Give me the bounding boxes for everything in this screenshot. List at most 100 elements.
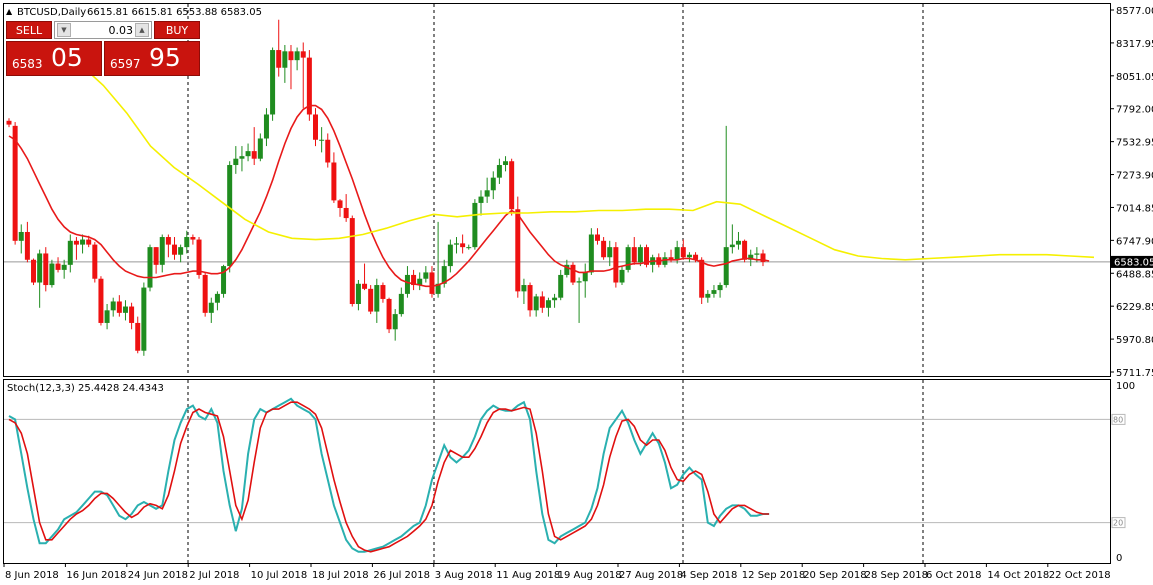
lot-size-input[interactable] xyxy=(73,23,133,37)
candle-body xyxy=(754,253,760,255)
candle-body xyxy=(208,302,214,313)
price-tick-label: 8317.95 xyxy=(1116,39,1153,50)
candle-body xyxy=(509,161,515,210)
date-tick-label: 16 Jun 2018 xyxy=(66,570,126,581)
candle-body xyxy=(576,281,582,283)
candle-body xyxy=(184,237,190,248)
stochastic-lines xyxy=(8,397,770,553)
candle-body xyxy=(80,239,86,245)
date-tick-label: 8 Jun 2018 xyxy=(5,570,59,581)
candle-body xyxy=(55,263,61,270)
candle-body xyxy=(447,244,453,267)
candle-body xyxy=(601,240,607,258)
sell-button[interactable]: SELL xyxy=(6,21,52,39)
candle-body xyxy=(411,274,417,286)
price-tick-label: 6747.90 xyxy=(1116,236,1153,247)
candle-body xyxy=(594,234,600,241)
price-axis: 8577.00 8317.95 8051.05 7792.00 7532.95 7273.… xyxy=(1110,6,1153,379)
symbol-label-icon: ▲ xyxy=(6,7,13,16)
candle-body xyxy=(674,247,680,260)
date-tick-label: 22 Oct 2018 xyxy=(1049,570,1111,581)
candle-body xyxy=(221,266,227,294)
candle-body xyxy=(251,151,257,159)
one-click-trading-panel: SELL ▼ ▲ BUY 6583 05 6597 95 xyxy=(6,21,200,76)
candle-body xyxy=(386,298,392,330)
price-tick-label: 8577.00 xyxy=(1116,6,1153,17)
candle-body xyxy=(711,290,717,294)
candle-body xyxy=(153,247,159,265)
candle-body xyxy=(686,254,692,258)
candle-body xyxy=(245,151,251,157)
candle-body xyxy=(86,239,92,245)
candle-body xyxy=(190,237,196,240)
candle-body xyxy=(717,285,723,291)
price-tick-label: 6229.85 xyxy=(1116,302,1153,313)
candle-body xyxy=(705,293,711,298)
candle-body xyxy=(331,162,337,201)
candle-body xyxy=(496,165,502,178)
candle-body xyxy=(349,218,355,304)
stoch-label: Stoch(12,3,3) 25.4428 24.4343 xyxy=(7,383,164,394)
candle-body xyxy=(644,247,650,265)
candle-body xyxy=(484,190,490,197)
date-tick-label: 20 Sep 2018 xyxy=(803,570,866,581)
candle-body xyxy=(116,301,122,313)
candle-body xyxy=(147,247,153,288)
candle-body xyxy=(49,263,55,286)
candle-body xyxy=(214,293,220,303)
candle-body xyxy=(398,293,404,315)
candle-body xyxy=(67,240,73,265)
candle-body xyxy=(503,161,509,166)
candle-body xyxy=(699,259,705,298)
candle-body xyxy=(288,51,294,61)
candle-body xyxy=(306,57,312,115)
price-tick-label: 5711.75 xyxy=(1116,368,1153,379)
candle-body xyxy=(368,288,374,312)
date-axis: 8 Jun 2018 16 Jun 2018 24 Jun 2018 2 Jul 20… xyxy=(3,563,1111,581)
candle-body xyxy=(460,243,466,248)
date-tick-label: 26 Jul 2018 xyxy=(373,570,430,581)
candle-body xyxy=(337,200,343,208)
date-tick-label: 4 Sep 2018 xyxy=(680,570,737,581)
price-tick-label: 5970.80 xyxy=(1116,335,1153,346)
stoch-level-label: 80 xyxy=(1113,415,1123,424)
candle-body xyxy=(515,209,521,292)
buy-price-box[interactable]: 6597 95 xyxy=(104,41,200,76)
buy-price-main: 6597 xyxy=(110,57,141,71)
candle-body xyxy=(43,253,49,286)
candle-body xyxy=(760,253,766,262)
candle-body xyxy=(748,254,754,260)
candle-body xyxy=(37,253,43,283)
candle-body xyxy=(625,247,631,270)
candle-body xyxy=(313,114,318,140)
date-tick-label: 28 Sep 2018 xyxy=(865,570,928,581)
stoch-top-label: 100 xyxy=(1116,381,1135,392)
ma-fast-line xyxy=(8,104,770,288)
price-tick-label: 7792.00 xyxy=(1116,105,1153,116)
lot-increase-icon[interactable]: ▲ xyxy=(135,23,149,37)
candle-body xyxy=(472,202,478,248)
date-tick-label: 12 Sep 2018 xyxy=(742,570,805,581)
price-tick-label: 7532.95 xyxy=(1116,138,1153,149)
current-price-tag xyxy=(1111,255,1153,268)
sell-price-main: 6583 xyxy=(12,57,43,71)
buy-price-pips: 95 xyxy=(149,43,181,72)
candle-body xyxy=(98,278,104,323)
lot-decrease-icon[interactable]: ▼ xyxy=(57,23,71,37)
candle-body xyxy=(233,158,239,166)
candle-body xyxy=(178,247,184,255)
sell-price-box[interactable]: 6583 05 xyxy=(6,41,102,76)
buy-button[interactable]: BUY xyxy=(154,21,200,39)
candle-body xyxy=(539,296,545,308)
candle-body xyxy=(355,283,361,304)
candle-body xyxy=(631,247,637,263)
candle-body xyxy=(165,237,171,245)
stoch-levels: 80 20 xyxy=(4,413,1126,529)
candle-body xyxy=(263,114,269,139)
candle-body xyxy=(435,283,441,294)
candle-body xyxy=(570,264,576,283)
candle-body xyxy=(613,247,619,283)
candle-body xyxy=(122,306,128,313)
candle-body xyxy=(723,247,729,286)
